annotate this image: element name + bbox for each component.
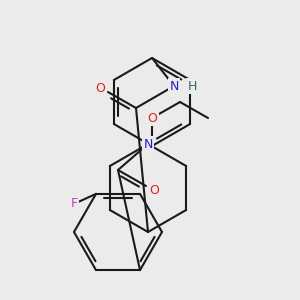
Text: F: F <box>70 197 78 210</box>
Text: O: O <box>147 112 157 124</box>
Text: O: O <box>149 184 159 196</box>
Text: N: N <box>169 80 179 92</box>
Text: O: O <box>95 82 105 94</box>
Text: N: N <box>143 137 153 151</box>
Text: H: H <box>187 80 197 92</box>
